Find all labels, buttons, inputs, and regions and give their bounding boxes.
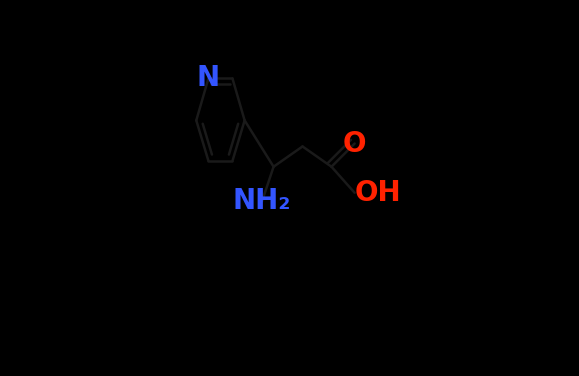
Text: OH: OH xyxy=(355,179,401,207)
Text: O: O xyxy=(343,130,367,158)
Text: NH₂: NH₂ xyxy=(233,188,291,215)
Text: N: N xyxy=(197,64,220,92)
